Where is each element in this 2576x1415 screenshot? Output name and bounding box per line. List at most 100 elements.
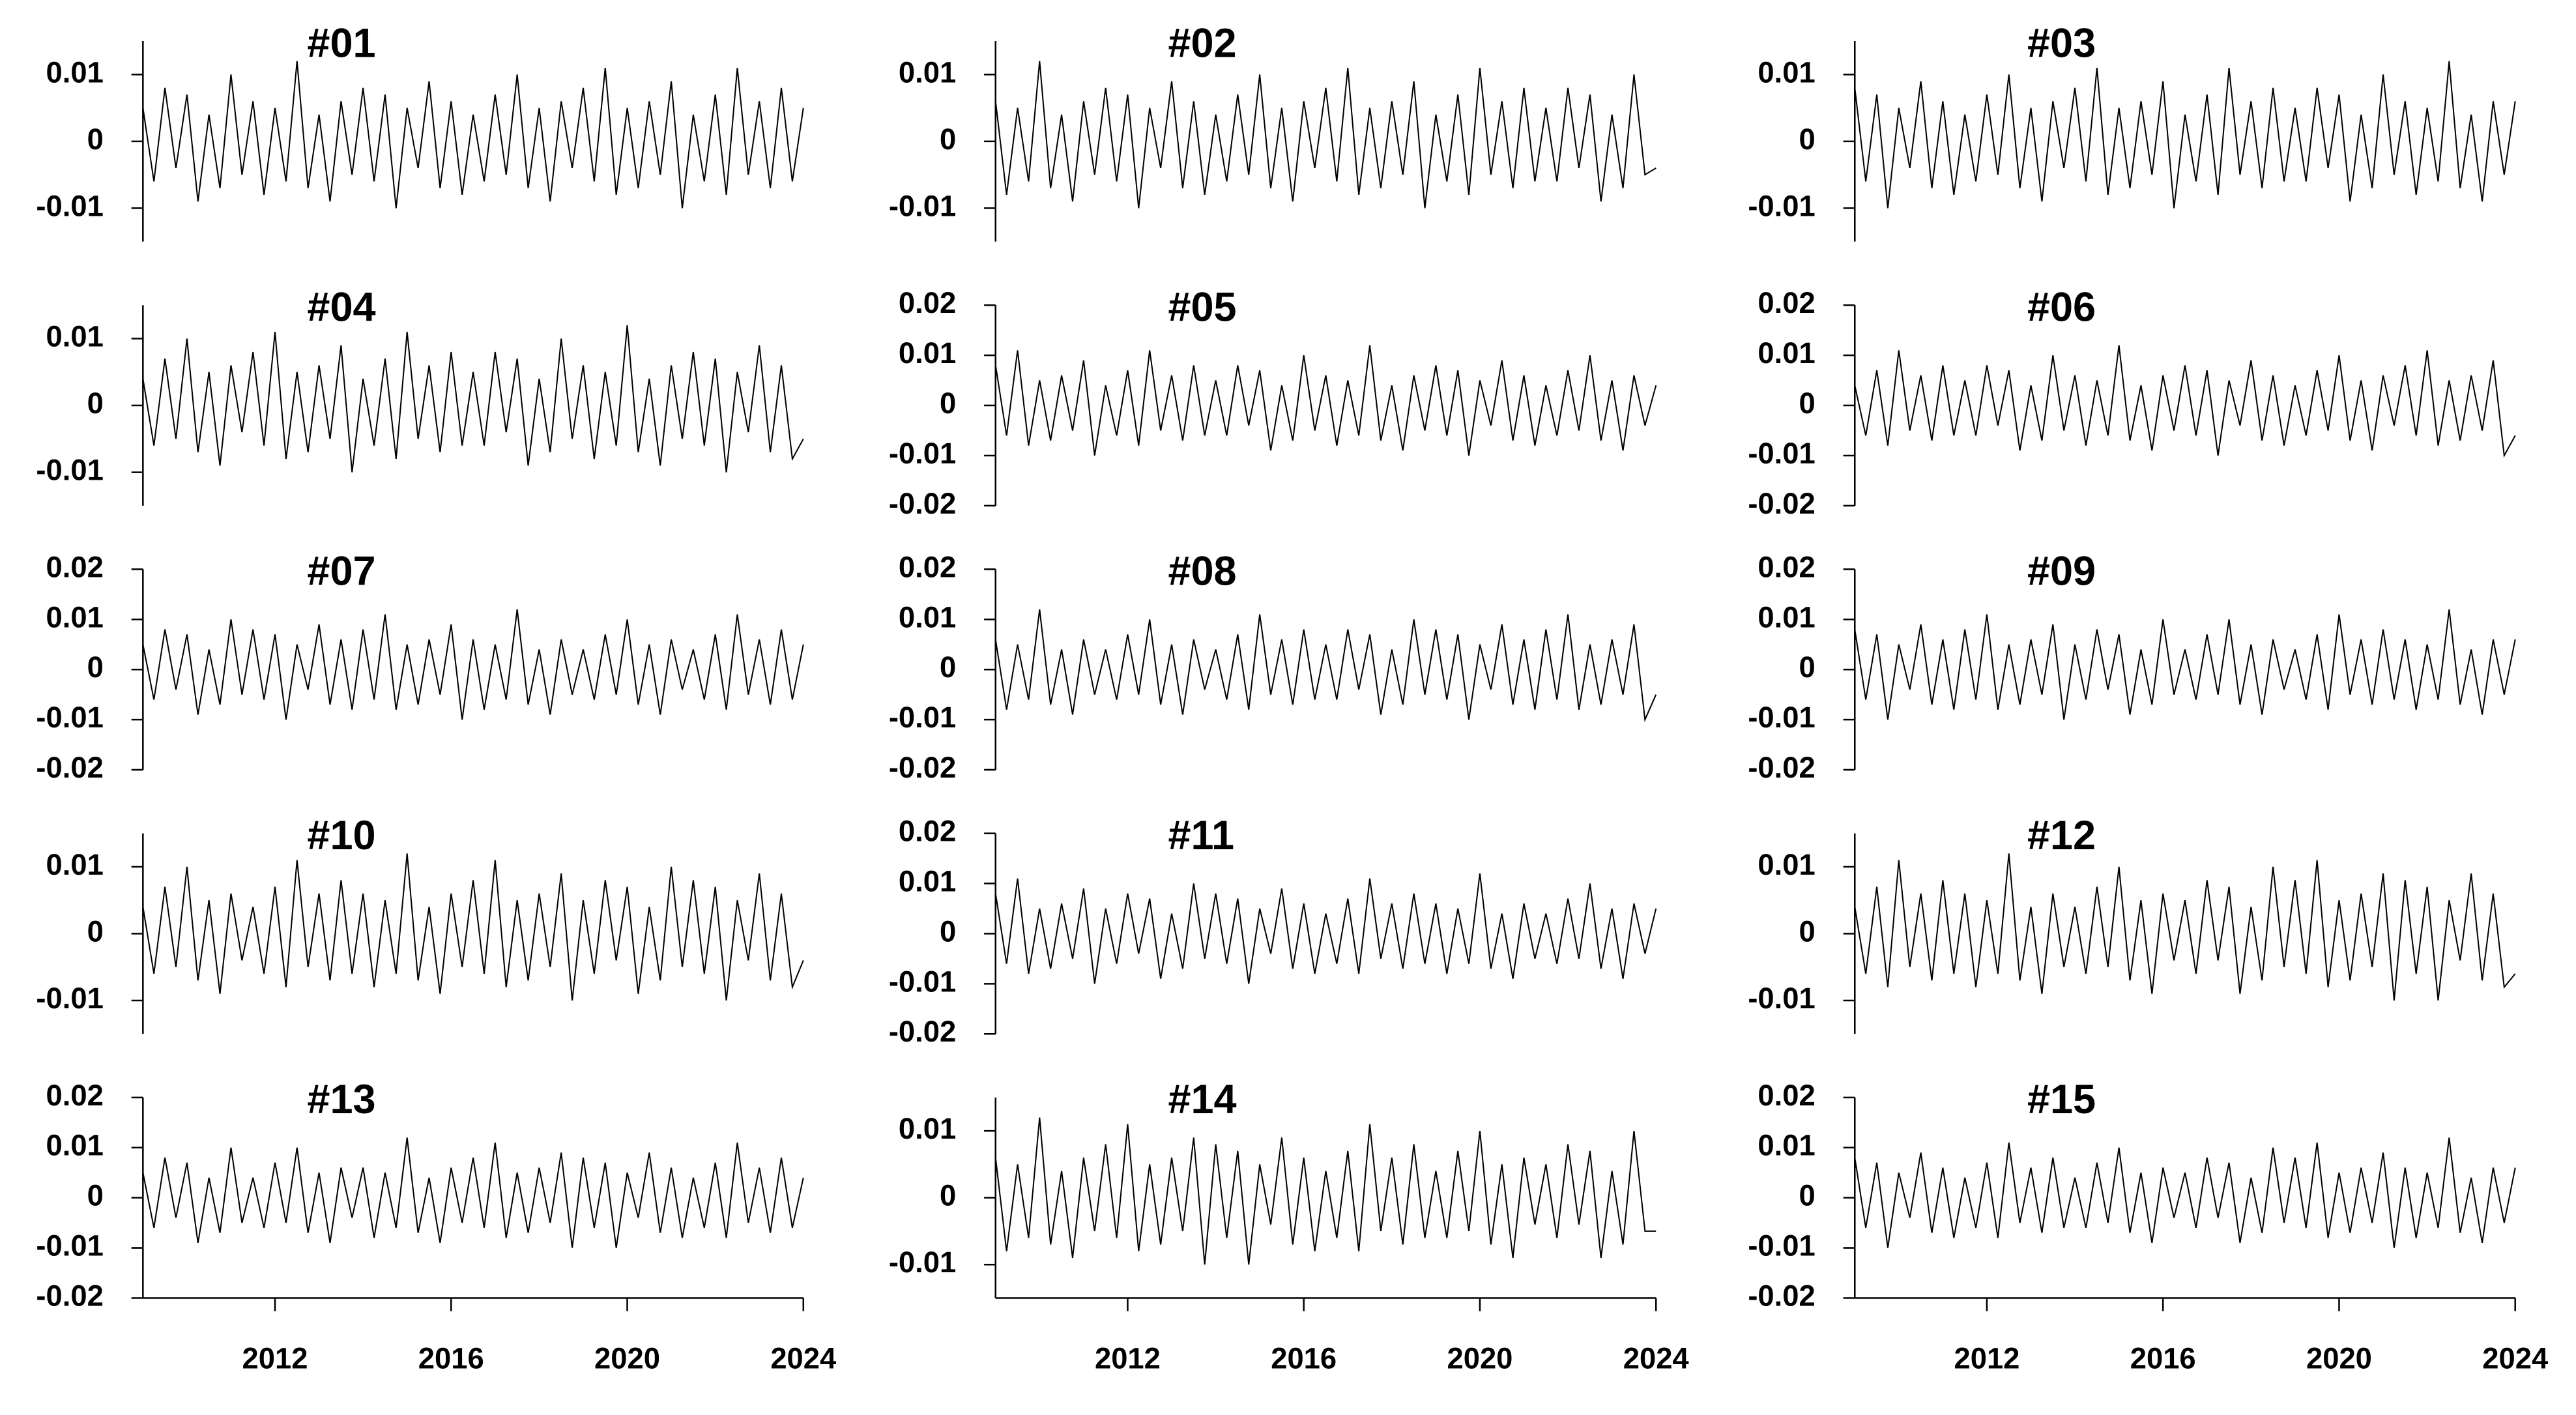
y-tick-label: -0.01: [36, 982, 103, 1015]
panel-title: #15: [2027, 1077, 2096, 1122]
series-line: [994, 873, 1657, 984]
x-tick-label: 2016: [418, 1341, 484, 1375]
y-tick-label: -0.01: [1748, 437, 1815, 470]
y-tick-label: 0.01: [46, 55, 104, 89]
panel-title: #01: [307, 20, 375, 66]
y-tick-label: -0.01: [1748, 701, 1815, 734]
y-tick-label: 0.01: [1758, 55, 1815, 89]
panel-title: #08: [1168, 549, 1236, 594]
y-tick-label: -0.02: [889, 1015, 956, 1048]
series-line: [142, 609, 804, 720]
x-tick-label: 2024: [1623, 1341, 1689, 1375]
y-tick-label: 0.01: [899, 55, 956, 89]
y-tick-label: 0: [940, 650, 956, 684]
y-tick-label: 0.02: [1758, 550, 1815, 583]
y-tick-label: -0.01: [889, 701, 956, 734]
y-tick-label: -0.01: [36, 454, 103, 487]
series-line: [994, 61, 1657, 209]
y-tick-label: 0.02: [899, 550, 956, 583]
panel-title: #03: [2027, 20, 2096, 66]
series-line: [142, 1137, 804, 1248]
y-tick-label: 0.02: [899, 815, 956, 848]
y-tick-label: 0: [87, 387, 104, 420]
x-tick-label: 2016: [2130, 1341, 2196, 1375]
y-tick-label: 0.01: [1758, 1129, 1815, 1162]
y-tick-label: -0.02: [1748, 751, 1815, 784]
y-tick-label: 0.02: [1758, 286, 1815, 319]
y-tick-label: 0.01: [899, 600, 956, 634]
y-tick-label: 0.01: [1758, 600, 1815, 634]
series-line: [142, 325, 804, 473]
y-tick-label: 0.02: [899, 286, 956, 319]
y-tick-label: -0.02: [889, 487, 956, 520]
series-line: [1854, 345, 2516, 458]
x-tick-label: 2012: [1954, 1341, 2019, 1375]
y-tick-label: 0: [940, 123, 956, 156]
y-tick-label: -0.01: [36, 1229, 103, 1262]
y-tick-label: -0.01: [1748, 982, 1815, 1015]
series-line: [994, 609, 1657, 722]
panel-title: #11: [1168, 813, 1234, 858]
panel-title: #07: [307, 549, 375, 594]
y-tick-label: -0.02: [889, 751, 956, 784]
series-line: [1854, 1137, 2516, 1248]
x-tick-label: 2020: [2306, 1341, 2372, 1375]
y-tick-label: -0.02: [36, 751, 103, 784]
series-line: [1854, 609, 2516, 720]
series-line: [994, 345, 1657, 456]
y-tick-label: 0.01: [899, 1112, 956, 1145]
y-tick-label: 0.01: [1758, 336, 1815, 370]
y-tick-label: 0: [940, 1179, 956, 1212]
y-tick-label: 0.01: [1758, 848, 1815, 881]
x-tick-label: 2024: [770, 1341, 836, 1375]
y-tick-label: 0.01: [46, 600, 104, 634]
x-tick-label: 2024: [2482, 1341, 2548, 1375]
y-tick-label: 0: [1799, 387, 1816, 420]
y-tick-label: -0.02: [36, 1279, 103, 1312]
series-line: [994, 1117, 1657, 1265]
x-tick-label: 2012: [1095, 1341, 1161, 1375]
y-tick-label: 0: [940, 914, 956, 948]
y-tick-label: 0: [1799, 650, 1816, 684]
y-tick-label: 0: [940, 387, 956, 420]
panel-title: #10: [307, 813, 375, 858]
y-tick-label: 0: [87, 914, 104, 948]
y-tick-label: -0.01: [889, 965, 956, 998]
x-tick-label: 2016: [1271, 1341, 1337, 1375]
y-tick-label: 0.01: [899, 865, 956, 898]
y-tick-label: 0: [1799, 1179, 1816, 1212]
panel-title: #14: [1168, 1077, 1236, 1122]
x-tick-label: 2012: [242, 1341, 308, 1375]
y-tick-label: 0.01: [46, 319, 104, 353]
y-tick-label: 0: [87, 123, 104, 156]
panel-title: #05: [1168, 284, 1236, 330]
y-tick-label: -0.01: [1748, 189, 1815, 222]
y-tick-label: -0.01: [889, 1246, 956, 1279]
y-tick-label: -0.01: [889, 437, 956, 470]
x-tick-label: 2020: [1447, 1341, 1512, 1375]
y-tick-label: -0.02: [1748, 487, 1815, 520]
y-tick-label: 0: [1799, 914, 1816, 948]
y-tick-label: 0: [87, 650, 104, 684]
panel-title: #06: [2027, 284, 2096, 330]
y-tick-label: 0.02: [1758, 1079, 1815, 1112]
panel-title: #02: [1168, 20, 1236, 66]
y-tick-label: 0.01: [899, 336, 956, 370]
series-line: [142, 853, 804, 1001]
x-tick-label: 2020: [594, 1341, 660, 1375]
y-tick-label: -0.02: [1748, 1279, 1815, 1312]
series-line: [1854, 61, 2516, 209]
y-tick-label: -0.01: [36, 189, 103, 222]
y-tick-label: 0: [87, 1179, 104, 1212]
panel-title: #09: [2027, 549, 2096, 594]
series-line: [142, 61, 804, 209]
y-tick-label: 0.01: [46, 1129, 104, 1162]
y-tick-label: -0.01: [889, 189, 956, 222]
y-tick-label: 0: [1799, 123, 1816, 156]
panel-title: #04: [307, 284, 375, 330]
series-line: [1854, 853, 2516, 1001]
y-tick-label: 0.02: [46, 550, 104, 583]
y-tick-label: -0.01: [36, 701, 103, 734]
